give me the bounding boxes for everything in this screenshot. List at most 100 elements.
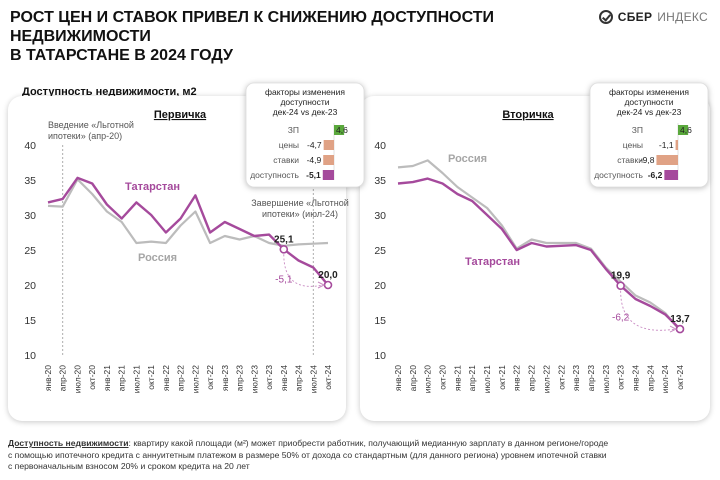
- x-tick-label: июл-22: [190, 365, 200, 393]
- y-tick-label: 15: [374, 315, 386, 327]
- change-label: -6,2: [612, 313, 630, 324]
- x-tick-label: янв-23: [571, 365, 581, 391]
- change-arrow: [283, 254, 324, 287]
- footnote-line-3: с первоначальным взносом 20% и сроком кр…: [8, 461, 250, 471]
- x-tick-label: апр-22: [176, 365, 186, 392]
- factor-bar: [675, 140, 678, 150]
- factors-title: факторы изменения: [609, 87, 689, 97]
- y-tick-label: 25: [374, 245, 386, 257]
- factor-bar: [323, 155, 334, 165]
- x-tick-label: янв-20: [43, 365, 53, 391]
- panel-title-1: Вторичка: [502, 109, 554, 121]
- brand-suffix: ИНДЕКС: [657, 10, 708, 24]
- annotation-label: Введение «Льготной: [48, 120, 134, 130]
- y-tick-label: 30: [24, 210, 36, 222]
- factor-label: ставки: [273, 155, 299, 165]
- x-tick-label: апр-24: [294, 365, 304, 392]
- x-tick-label: июл-21: [482, 365, 492, 393]
- data-label: 25,1: [274, 234, 294, 245]
- data-label: 20,0: [318, 270, 338, 281]
- x-tick-label: окт-20: [87, 365, 97, 390]
- x-tick-label: окт-21: [497, 365, 507, 390]
- x-tick-label: июл-20: [72, 365, 82, 393]
- brand-logo: СБЕР ИНДЕКС: [598, 10, 708, 24]
- y-tick-label: 25: [24, 245, 36, 257]
- arrow-head-icon: [669, 325, 678, 333]
- y-tick-label: 20: [24, 280, 36, 292]
- factor-label: ЗП: [288, 125, 299, 135]
- x-tick-label: окт-23: [264, 365, 274, 390]
- series-label-tatarstan: Татарстан: [125, 181, 180, 193]
- annotation-label: ипотеки» (июл-24): [262, 209, 338, 219]
- x-tick-label: апр-20: [408, 365, 418, 392]
- x-tick-label: июл-24: [308, 365, 318, 393]
- y-tick-label: 15: [24, 315, 36, 327]
- factors-box: [589, 82, 709, 188]
- x-tick-label: июл-23: [601, 365, 611, 393]
- factors-title: дек-24 vs дек-23: [273, 107, 338, 117]
- x-tick-label: окт-24: [323, 365, 333, 390]
- chart-subtitle: Доступность недвижимости, м2: [22, 86, 197, 98]
- series-line-russia: [397, 159, 681, 332]
- factor-label: ставки: [617, 155, 643, 165]
- y-tick-label: 10: [374, 350, 386, 362]
- change-label: -5,1: [275, 274, 293, 285]
- x-tick-label: июл-20: [423, 365, 433, 393]
- x-tick-label: июл-21: [131, 365, 141, 393]
- data-point-marker: [616, 281, 625, 291]
- x-tick-label: апр-20: [58, 365, 68, 392]
- factor-bar: [656, 155, 678, 165]
- factors-title: доступности: [280, 97, 329, 107]
- factors-box: [245, 82, 365, 188]
- y-tick-label: 40: [24, 140, 36, 152]
- data-point-marker: [323, 280, 333, 290]
- data-label: 19,9: [611, 271, 631, 282]
- footnote: Доступность недвижимости: квартиру какой…: [8, 438, 713, 473]
- y-tick-label: 40: [374, 140, 386, 152]
- sber-check-icon: [598, 10, 613, 24]
- factor-value: -4,7: [307, 140, 322, 150]
- factor-label: доступность: [250, 170, 299, 180]
- factor-bar: [334, 125, 345, 135]
- x-tick-label: апр-23: [586, 365, 596, 392]
- factor-label: доступность: [594, 170, 643, 180]
- factor-bar: [678, 125, 689, 135]
- x-tick-label: апр-22: [527, 365, 537, 392]
- factor-value: -6,2: [648, 170, 663, 180]
- page-title: РОСТ ЦЕН И СТАВОК ПРИВЕЛ К СНИЖЕНИЮ ДОСТ…: [10, 8, 570, 65]
- x-tick-label: янв-24: [630, 365, 640, 391]
- footnote-line-1: : квартиру какой площади (м²) может прио…: [128, 438, 609, 448]
- series-label-russia: Россия: [448, 153, 487, 165]
- factors-title: факторы изменения: [265, 87, 345, 97]
- x-tick-label: апр-23: [235, 365, 245, 392]
- x-tick-label: янв-23: [220, 365, 230, 391]
- factor-label: цены: [623, 140, 643, 150]
- data-point-marker: [675, 324, 685, 334]
- title-line-1: РОСТ ЦЕН И СТАВОК ПРИВЕЛ К СНИЖЕНИЮ ДОСТ…: [10, 9, 495, 45]
- factor-value: -9,8: [640, 155, 655, 165]
- x-tick-label: июл-22: [541, 365, 551, 393]
- series-label-tatarstan: Татарстан: [465, 256, 520, 268]
- factor-bar: [323, 140, 334, 150]
- x-tick-label: янв-20: [393, 365, 403, 391]
- factor-value: -5,1: [306, 170, 321, 180]
- factor-value: 4,6: [680, 125, 692, 135]
- x-tick-label: окт-21: [146, 365, 156, 390]
- factor-label: цены: [279, 140, 299, 150]
- factor-label: ЗП: [632, 125, 643, 135]
- y-tick-label: 35: [24, 175, 36, 187]
- x-tick-label: апр-21: [467, 365, 477, 392]
- change-arrow: [620, 290, 676, 331]
- data-point-marker: [279, 245, 289, 254]
- x-tick-label: окт-20: [438, 365, 448, 390]
- series-label-russia: Россия: [138, 252, 177, 264]
- series-line-tatarstan: [47, 176, 329, 286]
- x-tick-label: янв-22: [512, 365, 522, 391]
- annotation-label: Завершение «Льготной: [251, 198, 348, 208]
- factor-bar: [664, 170, 678, 180]
- x-tick-label: янв-21: [452, 365, 462, 391]
- footnote-term: Доступность недвижимости: [8, 438, 129, 448]
- brand-name: СБЕР: [617, 10, 653, 24]
- title-line-2: В ТАТАРСТАНЕ В 2024 ГОДУ: [10, 47, 233, 64]
- factor-value: 4,6: [336, 125, 348, 135]
